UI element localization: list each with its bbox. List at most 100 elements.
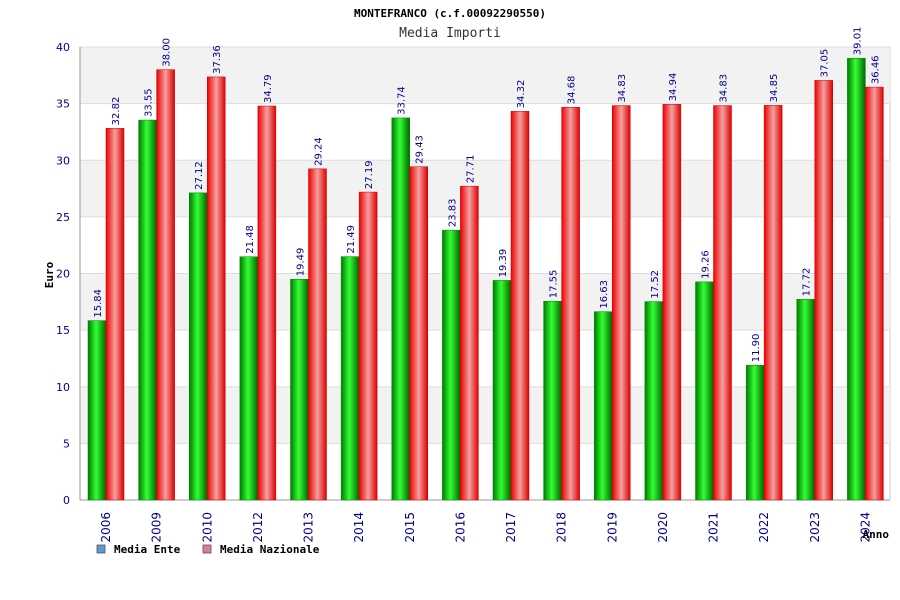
y-tick-label: 10 [56, 381, 70, 394]
bar-media-nazionale [105, 128, 125, 501]
data-label-media-nazionale: 27.71 [465, 155, 476, 184]
data-label-media-nazionale: 34.83 [719, 74, 730, 103]
x-tick-label: 2006 [99, 512, 113, 543]
bar-media-nazionale [713, 105, 732, 501]
x-tick-label: 2022 [757, 512, 771, 543]
data-label-media-ente: 19.26 [701, 250, 712, 279]
y-axis-ticks: 0 5 10 15 20 25 30 35 40 [56, 41, 70, 507]
x-tick-label: 2016 [453, 512, 467, 543]
bar-media-ente [442, 229, 461, 501]
legend: Media Ente Media Nazionale [96, 543, 320, 556]
bar-media-nazionale [510, 111, 530, 501]
bar-media-ente [239, 256, 259, 501]
x-axis-ticks: 2006 2009 2010 2012 2013 2014 2015 2016 2017 2018… [99, 512, 872, 543]
x-tick-label: 2013 [302, 512, 316, 543]
bar-media-ente [290, 279, 309, 501]
bar-media-nazionale [308, 168, 327, 501]
legend-swatch-media-ente [96, 544, 106, 554]
y-tick-label: 25 [56, 211, 70, 224]
bar-media-nazionale [814, 80, 833, 501]
data-label-media-nazionale: 32.82 [111, 97, 122, 126]
y-tick-label: 30 [56, 154, 70, 167]
x-tick-label: 2018 [555, 512, 569, 543]
legend-label-media-ente: Media Ente [114, 543, 181, 556]
data-label-media-ente: 33.74 [397, 86, 408, 115]
bar-media-ente [594, 311, 613, 501]
legend-label-media-nazionale: Media Nazionale [220, 543, 320, 556]
data-label-media-nazionale: 38.00 [162, 38, 173, 67]
x-tick-label: 2014 [352, 512, 366, 543]
y-tick-label: 35 [56, 98, 70, 111]
data-label-media-nazionale: 34.94 [668, 73, 679, 102]
data-label-media-ente: 19.39 [498, 249, 509, 278]
data-label-media-ente: 15.84 [93, 289, 104, 318]
data-label-media-ente: 19.49 [296, 248, 307, 277]
x-tick-label: 2019 [605, 512, 619, 543]
y-tick-label: 0 [63, 494, 70, 507]
x-tick-label: 2020 [656, 512, 670, 543]
data-label-media-nazionale: 29.24 [314, 137, 325, 166]
bar-media-ente [391, 117, 410, 501]
data-label-media-nazionale: 34.85 [769, 74, 780, 103]
chart-subtitle: Media Importi [399, 26, 501, 41]
x-tick-label: 2024 [858, 512, 872, 543]
y-tick-label: 20 [56, 268, 70, 281]
data-label-media-ente: 23.83 [447, 198, 458, 227]
bar-media-ente [695, 281, 714, 501]
data-label-media-ente: 16.63 [599, 280, 610, 309]
data-label-media-nazionale: 29.43 [415, 135, 426, 164]
data-label-media-ente: 21.49 [346, 225, 357, 254]
data-label-media-ente: 17.72 [802, 268, 813, 297]
legend-swatch-media-nazionale [202, 544, 212, 554]
x-tick-label: 2012 [251, 512, 265, 543]
y-tick-label: 5 [63, 437, 70, 450]
data-label-media-ente: 27.12 [194, 161, 205, 190]
bar-media-nazionale [561, 106, 580, 501]
data-labels: 15.84 32.82 33.55 38.00 27.12 37.36 21.48 34.79… [93, 27, 881, 363]
bar-media-ente [340, 256, 360, 501]
bar-media-ente [492, 280, 512, 501]
bar-media-ente [745, 364, 765, 501]
bar-media-nazionale [612, 105, 631, 501]
data-label-media-nazionale: 36.46 [870, 55, 881, 84]
bar-media-nazionale [763, 105, 783, 501]
data-label-media-nazionale: 34.79 [263, 74, 274, 103]
x-axis-label: Anno [863, 528, 890, 541]
bar-media-ente [189, 192, 208, 501]
data-label-media-nazionale: 34.32 [516, 80, 527, 109]
chart-title: MONTEFRANCO (c.f.00092290550) [354, 7, 546, 20]
bar-media-nazionale [156, 69, 175, 501]
bar-media-ente [87, 320, 107, 501]
y-axis-label: Euro [43, 261, 56, 288]
bars [87, 57, 884, 501]
bar-media-nazionale [257, 105, 277, 501]
bar-media-nazionale [409, 166, 428, 501]
bar-media-nazionale [662, 104, 682, 501]
bar-media-nazionale [460, 185, 479, 501]
data-label-media-ente: 17.55 [549, 270, 560, 299]
data-label-media-nazionale: 34.68 [567, 76, 578, 105]
bar-media-ente [847, 57, 866, 501]
data-label-media-ente: 11.90 [751, 334, 762, 363]
y-tick-label: 40 [56, 41, 70, 54]
data-label-media-nazionale: 34.83 [617, 74, 628, 103]
x-tick-label: 2009 [150, 512, 164, 543]
bar-media-nazionale [865, 86, 884, 501]
bar-media-ente [644, 301, 664, 501]
data-label-media-nazionale: 37.36 [212, 45, 223, 74]
data-label-media-ente: 39.01 [852, 27, 863, 56]
data-label-media-nazionale: 37.05 [820, 49, 831, 78]
bar-media-ente [138, 119, 157, 501]
bar-media-nazionale [207, 76, 226, 501]
data-label-media-ente: 17.52 [650, 270, 661, 299]
x-tick-label: 2010 [200, 512, 214, 543]
data-label-media-ente: 33.55 [144, 88, 155, 117]
bar-media-ente [543, 300, 562, 501]
bar-media-ente [796, 299, 815, 501]
data-label-media-ente: 21.48 [245, 225, 256, 254]
x-tick-label: 2015 [403, 512, 417, 543]
y-tick-label: 15 [56, 324, 70, 337]
x-tick-label: 2021 [707, 512, 721, 543]
x-tick-label: 2017 [504, 512, 518, 543]
